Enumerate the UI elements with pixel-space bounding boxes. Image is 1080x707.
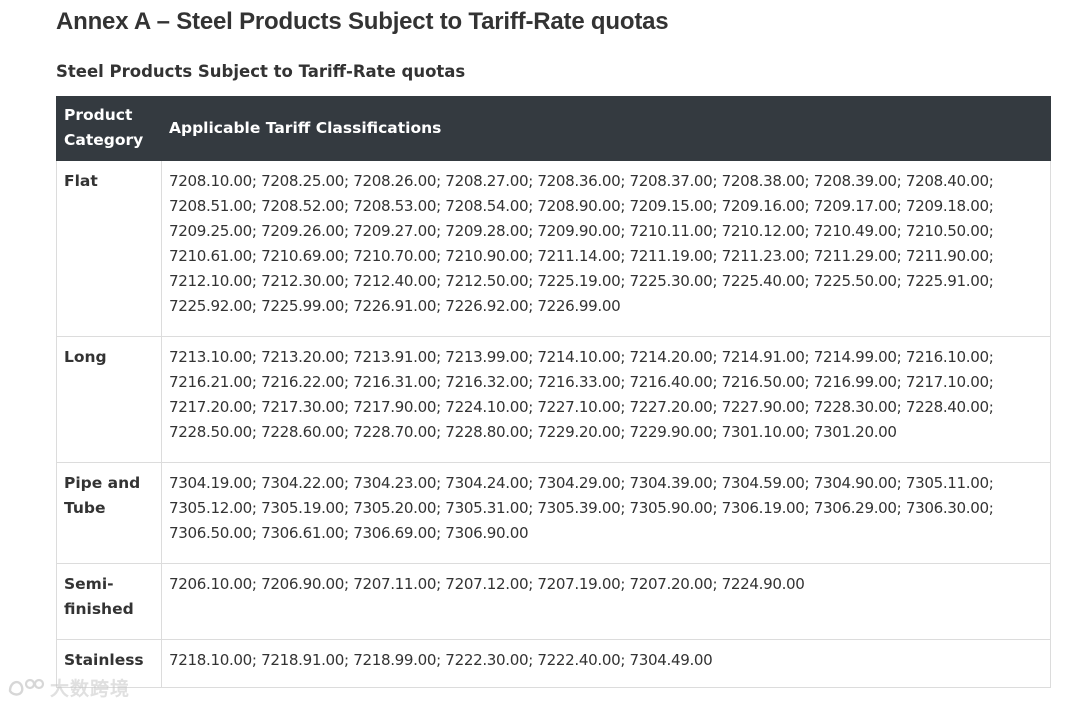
table-row: Long 7213.10.00; 7213.20.00; 7213.91.00;… [56, 336, 1051, 463]
table-caption: Steel Products Subject to Tariff-Rate qu… [56, 62, 466, 81]
codes-cell: 7304.19.00; 7304.22.00; 7304.23.00; 7304… [161, 462, 1051, 564]
codes-cell: 7213.10.00; 7213.20.00; 7213.91.00; 7213… [161, 336, 1051, 463]
table-row: Flat 7208.10.00; 7208.25.00; 7208.26.00;… [56, 160, 1051, 337]
category-cell: Semi-finished [56, 563, 162, 640]
table-header-row: Product Category Applicable Tariff Class… [56, 96, 1051, 161]
tariff-table: Product Category Applicable Tariff Class… [56, 96, 1051, 688]
category-cell: Long [56, 336, 162, 463]
codes-cell: 7208.10.00; 7208.25.00; 7208.26.00; 7208… [161, 160, 1051, 337]
table-row: Pipe and Tube 7304.19.00; 7304.22.00; 73… [56, 462, 1051, 564]
table-row: Stainless 7218.10.00; 7218.91.00; 7218.9… [56, 639, 1051, 688]
category-cell: Flat [56, 160, 162, 337]
header-tariff-classifications: Applicable Tariff Classifications [161, 96, 1051, 161]
category-cell: Pipe and Tube [56, 462, 162, 564]
category-cell: Stainless [56, 639, 162, 688]
table-row: Semi-finished 7206.10.00; 7206.90.00; 72… [56, 563, 1051, 640]
watermark: 大数跨境 [6, 674, 130, 700]
codes-cell: 7218.10.00; 7218.91.00; 7218.99.00; 7222… [161, 639, 1051, 688]
codes-cell: 7206.10.00; 7206.90.00; 7207.11.00; 7207… [161, 563, 1051, 640]
watermark-text: 大数跨境 [50, 677, 131, 700]
brand-logo-icon [8, 678, 45, 696]
header-product-category: Product Category [56, 96, 162, 161]
page-title: Annex A – Steel Products Subject to Tari… [56, 8, 669, 35]
